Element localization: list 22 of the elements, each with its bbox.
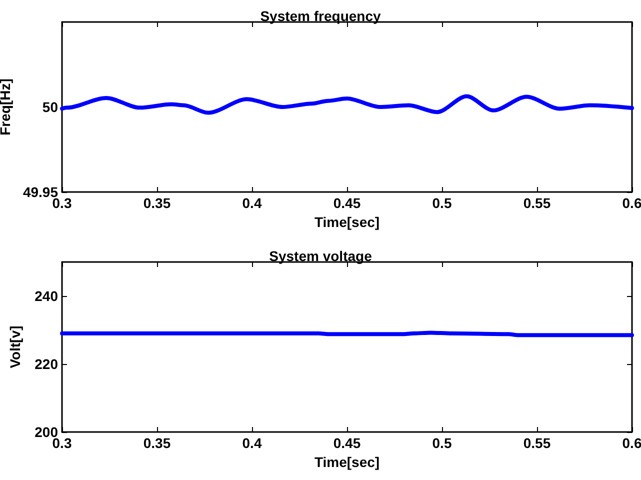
x-tick-label: 0.35 xyxy=(143,435,171,451)
x-axis-title: Time[sec] xyxy=(314,214,380,230)
x-tick-label: 0.6 xyxy=(622,435,641,451)
y-axis-title: Freq[Hz] xyxy=(0,78,14,136)
y-tick-label: 220 xyxy=(34,356,58,372)
chart-title: System voltage xyxy=(269,248,372,264)
y-tick-label: 240 xyxy=(34,288,58,304)
y-axis-title: Volt[v] xyxy=(7,326,23,368)
x-axis-title: Time[sec] xyxy=(314,454,380,470)
chart-title: System frequency xyxy=(260,8,382,24)
x-tick-label: 0.5 xyxy=(432,195,452,211)
y-tick-label: 50 xyxy=(42,99,58,115)
x-tick-label: 0.6 xyxy=(622,195,641,211)
x-tick-label: 0.4 xyxy=(242,195,262,211)
x-tick-label: 0.45 xyxy=(333,195,361,211)
x-tick-label: 0.55 xyxy=(523,435,551,451)
line-series xyxy=(60,94,634,115)
x-tick-label: 0.55 xyxy=(523,195,551,211)
x-tick-label: 0.4 xyxy=(242,435,262,451)
x-tick-label: 0.45 xyxy=(333,435,361,451)
x-tick-label: 0.5 xyxy=(432,435,452,451)
x-tick-label: 0.35 xyxy=(143,195,171,211)
